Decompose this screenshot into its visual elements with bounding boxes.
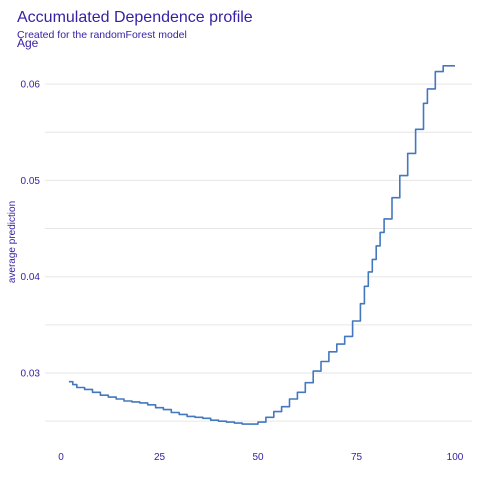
x-tick-label: 25 [154, 452, 166, 463]
x-tick-label: 75 [351, 452, 363, 463]
y-tick-label: 0.06 [21, 80, 41, 91]
series-line [68, 65, 455, 425]
y-tick-label: 0.04 [21, 272, 41, 283]
x-axis-ticks: 0 25 50 75 100 [58, 452, 464, 463]
y-tick-label: 0.05 [21, 176, 41, 187]
x-tick-label: 50 [252, 452, 264, 463]
y-axis-ticks: 0.03 0.04 0.05 0.06 [21, 80, 41, 380]
y-tick-label: 0.03 [21, 369, 41, 380]
x-tick-label: 0 [58, 452, 64, 463]
grid [45, 83, 472, 422]
x-tick-label: 100 [447, 452, 464, 463]
chart-title: Accumulated Dependence profile [17, 9, 253, 26]
y-axis-label: average prediction [7, 201, 18, 283]
chart-subtitle: Created for the randomForest model [17, 29, 187, 41]
facet-label: Age [17, 36, 39, 50]
